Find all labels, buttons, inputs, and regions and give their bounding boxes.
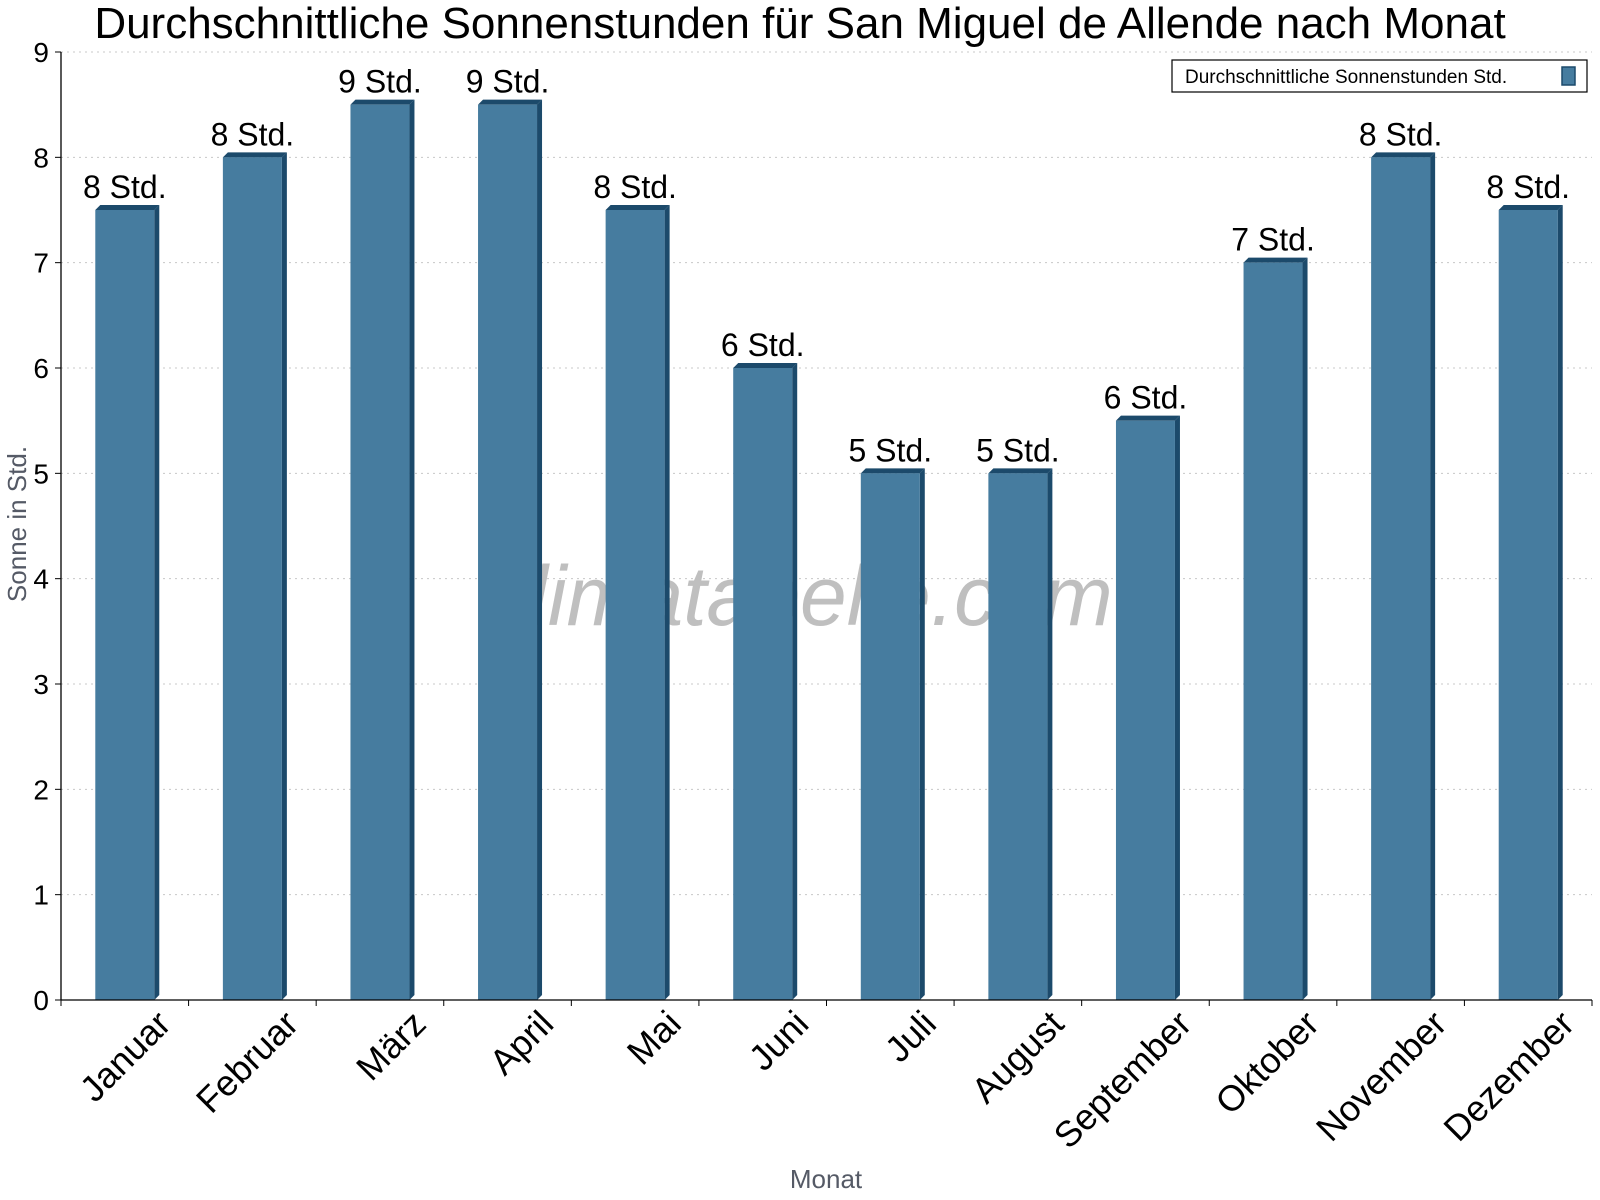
y-tick-label: 5 xyxy=(33,458,49,489)
axes xyxy=(60,52,1592,1001)
y-tick-label: 4 xyxy=(33,564,49,595)
bar-top-april xyxy=(478,99,543,105)
bar-juni xyxy=(733,368,793,1000)
bar-top-august xyxy=(988,468,1053,474)
bar-side-märz xyxy=(409,99,415,1000)
bar-series: 8 Std. 8 Std. 9 Std. 9 Std. 8 Std. 6 Std. 5 St… xyxy=(83,64,1570,1001)
data-label: 8 Std. xyxy=(1486,169,1570,205)
bar-mai xyxy=(605,210,665,1000)
data-label: 8 Std. xyxy=(211,116,295,152)
x-tick-label: November xyxy=(1308,1003,1454,1149)
bar-juli xyxy=(860,473,920,1000)
bar-januar xyxy=(95,210,155,1000)
bar-top-dezember xyxy=(1498,205,1563,210)
x-tick-label: Januar xyxy=(72,1003,179,1110)
bar-top-märz xyxy=(350,99,415,105)
bar-märz xyxy=(350,104,410,1000)
bar-side-mai xyxy=(664,205,670,1000)
bar-top-juli xyxy=(860,468,925,474)
bar-februar xyxy=(222,157,282,1001)
y-tick-label: 0 xyxy=(33,985,49,1016)
y-tick-label: 1 xyxy=(33,880,49,911)
x-tick-label: Juni xyxy=(741,1003,817,1079)
bar-november xyxy=(1371,157,1431,1001)
bar-side-dezember xyxy=(1557,205,1563,1000)
bar-top-september xyxy=(1115,415,1180,421)
bar-oktober xyxy=(1243,262,1303,1001)
x-tick-label: Juli xyxy=(877,1003,944,1070)
x-axis-title: Monat xyxy=(790,1164,863,1194)
data-label: 5 Std. xyxy=(848,432,932,468)
bar-side-februar xyxy=(281,152,287,1001)
x-tick-label: Februar xyxy=(188,1003,306,1121)
bar-top-november xyxy=(1371,152,1436,158)
data-label: 5 Std. xyxy=(976,432,1060,468)
bar-dezember xyxy=(1498,210,1558,1000)
gridlines xyxy=(61,51,1592,896)
y-axis-title: Sonne in Std. xyxy=(2,446,32,602)
bar-side-september xyxy=(1174,415,1180,1001)
x-tick-label: Dezember xyxy=(1435,1003,1581,1149)
y-tick-label: 9 xyxy=(33,37,49,68)
data-label: 8 Std. xyxy=(1359,116,1443,152)
y-tick-label: 7 xyxy=(33,248,49,279)
bar-side-juli xyxy=(919,468,925,1000)
bar-top-februar xyxy=(222,152,287,158)
y-tick-label: 3 xyxy=(33,669,49,700)
bar-top-oktober xyxy=(1243,257,1308,263)
x-tick-label: Oktober xyxy=(1207,1003,1327,1123)
bar-side-juni xyxy=(792,363,798,1000)
legend-box xyxy=(1171,59,1588,93)
x-tick-label: September xyxy=(1046,1003,1200,1157)
bar-top-mai xyxy=(605,205,670,210)
y-tick-label: 8 xyxy=(33,142,49,173)
bar-side-august xyxy=(1047,468,1053,1000)
legend-label: Durchschnittliche Sonnenstunden Std. xyxy=(1185,67,1507,88)
chart-title: Durchschnittliche Sonnenstunden für San … xyxy=(94,0,1505,48)
data-label: 8 Std. xyxy=(593,169,677,205)
x-tick-label: Mai xyxy=(619,1003,689,1073)
bar-side-januar xyxy=(154,205,160,1000)
x-tick-label: März xyxy=(348,1003,434,1089)
bar-top-januar xyxy=(95,205,160,210)
x-tick-label: April xyxy=(481,1003,561,1083)
y-axis-ticks: 0 1 2 3 4 5 6 7 8 9 xyxy=(33,37,61,1016)
x-tick-label: August xyxy=(963,1003,1071,1111)
legend-swatch xyxy=(1561,66,1576,86)
bar-april xyxy=(478,104,538,1000)
data-label: 8 Std. xyxy=(83,169,167,205)
bar-side-oktober xyxy=(1302,257,1308,1001)
bar-september xyxy=(1115,420,1175,1001)
data-label: 7 Std. xyxy=(1231,222,1315,258)
data-label: 9 Std. xyxy=(338,64,422,100)
legend: Durchschnittliche Sonnenstunden Std. xyxy=(1171,59,1588,93)
y-tick-label: 6 xyxy=(33,353,49,384)
bar-top-juni xyxy=(733,363,798,368)
data-label: 6 Std. xyxy=(1104,380,1188,416)
data-label: 9 Std. xyxy=(466,64,550,100)
data-label: 6 Std. xyxy=(721,327,805,363)
x-axis-ticks: Januar Februar März April Mai Juni Juli AugustS… xyxy=(60,1000,1593,1157)
y-tick-label: 2 xyxy=(33,774,49,805)
bar-side-november xyxy=(1430,152,1436,1001)
bar-side-april xyxy=(537,99,543,1000)
bar-august xyxy=(988,473,1048,1000)
